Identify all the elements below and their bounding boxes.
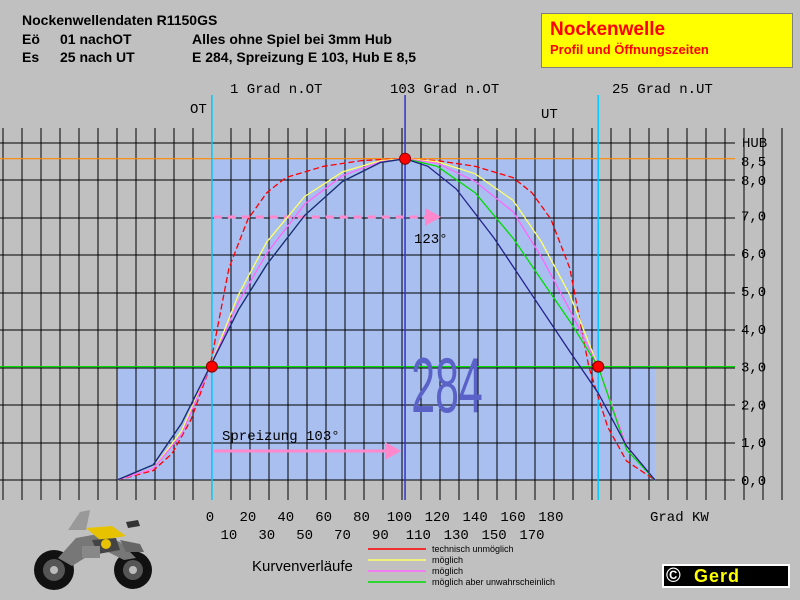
duration-label: 123°: [414, 232, 448, 248]
labels: 1 Grad n.OT 103 Grad n.OT 25 Grad n.UT OT UT…: [190, 82, 767, 587]
x-tick-lower: 110: [406, 528, 431, 544]
x-tick-upper: 0: [206, 510, 214, 526]
series-line-4: [116, 158, 656, 481]
title-box-subtitle: Profil und Öffnungszeiten: [550, 42, 709, 57]
x-tick-upper: 160: [500, 510, 525, 526]
marker-point-2: [592, 360, 605, 373]
x-axis-label: Grad KW: [650, 510, 709, 526]
y-tick-label: 0,0: [741, 474, 766, 490]
y-tick-label: 2,0: [741, 398, 766, 414]
header-es-note: E 284, Spreizung E 103, Hub E 8,5: [192, 49, 417, 65]
y-tick-label: 6,0: [741, 247, 766, 263]
y-tick-label: 7,0: [741, 209, 766, 225]
x-tick-upper: 60: [315, 510, 332, 526]
x-tick-lower: 30: [258, 528, 275, 544]
header-eo-value: 01 nachOT: [60, 31, 132, 47]
y-tick-label: 1,0: [741, 436, 766, 452]
y-tick-label: 8,5: [741, 155, 766, 171]
grid: [0, 128, 783, 500]
title-box-title: Nockenwelle: [550, 19, 666, 40]
header-es-value: 25 nach UT: [60, 49, 135, 65]
header-es-label: Es: [22, 49, 40, 65]
spread-arrow-head: [385, 442, 401, 460]
x-tick-upper: 180: [538, 510, 563, 526]
copyright-name: Gerd: [694, 566, 741, 586]
x-tick-upper: 20: [239, 510, 256, 526]
legend-lines: [368, 548, 426, 583]
x-tick-lower: 130: [444, 528, 469, 544]
duration-arrow-head: [425, 208, 441, 226]
markers: [205, 152, 605, 373]
y-axis-label: HUB: [742, 136, 767, 152]
y-tick-label: 3,0: [741, 361, 766, 377]
series: [116, 158, 656, 481]
x-tick-lower: 150: [481, 528, 506, 544]
close-label: 25 Grad n.UT: [612, 82, 713, 98]
x-tick-lower: 90: [372, 528, 389, 544]
ot-label: OT: [190, 102, 207, 118]
marker-point-1: [399, 152, 412, 165]
x-tick-upper: 140: [463, 510, 488, 526]
y-tick-label: 4,0: [741, 323, 766, 339]
peak-label: 103 Grad n.OT: [390, 82, 499, 98]
legend-title: Kurvenverläufe: [252, 558, 353, 575]
copyright-symbol: ©: [666, 565, 681, 587]
big-duration-label: 284: [411, 343, 483, 430]
legend-entry-label-2: möglich: [432, 566, 463, 576]
x-tick-lower: 50: [296, 528, 313, 544]
x-tick-lower: 170: [519, 528, 544, 544]
open-label: 1 Grad n.OT: [230, 82, 322, 98]
header-eo-note: Alles ohne Spiel bei 3mm Hub: [192, 31, 392, 47]
header-title: Nockenwellendaten R1150GS: [22, 12, 218, 28]
x-tick-upper: 100: [387, 510, 412, 526]
y-tick-label: 8,0: [741, 174, 766, 190]
x-tick-lower: 10: [221, 528, 238, 544]
legend-entry-label-1: möglich: [432, 555, 463, 565]
spread-label: Spreizung 103°: [222, 429, 340, 445]
x-tick-upper: 120: [425, 510, 450, 526]
marker-point-0: [205, 360, 218, 373]
copyright-badge: © Gerd: [662, 564, 790, 588]
header-eo-label: Eö: [22, 31, 40, 47]
ut-label: UT: [541, 107, 558, 123]
y-tick-label: 5,0: [741, 285, 766, 301]
motorcycle-icon: [34, 510, 152, 590]
x-tick-upper: 40: [277, 510, 294, 526]
legend-entry-label-3: möglich aber unwahrscheinlich: [432, 577, 555, 587]
x-tick-upper: 80: [353, 510, 370, 526]
x-tick-lower: 70: [334, 528, 351, 544]
legend-entry-label-0: technisch unmöglich: [432, 544, 514, 554]
arrows: 284: [213, 208, 483, 460]
title-box: Nockenwelle Profil und Öffnungszeiten: [541, 13, 793, 68]
